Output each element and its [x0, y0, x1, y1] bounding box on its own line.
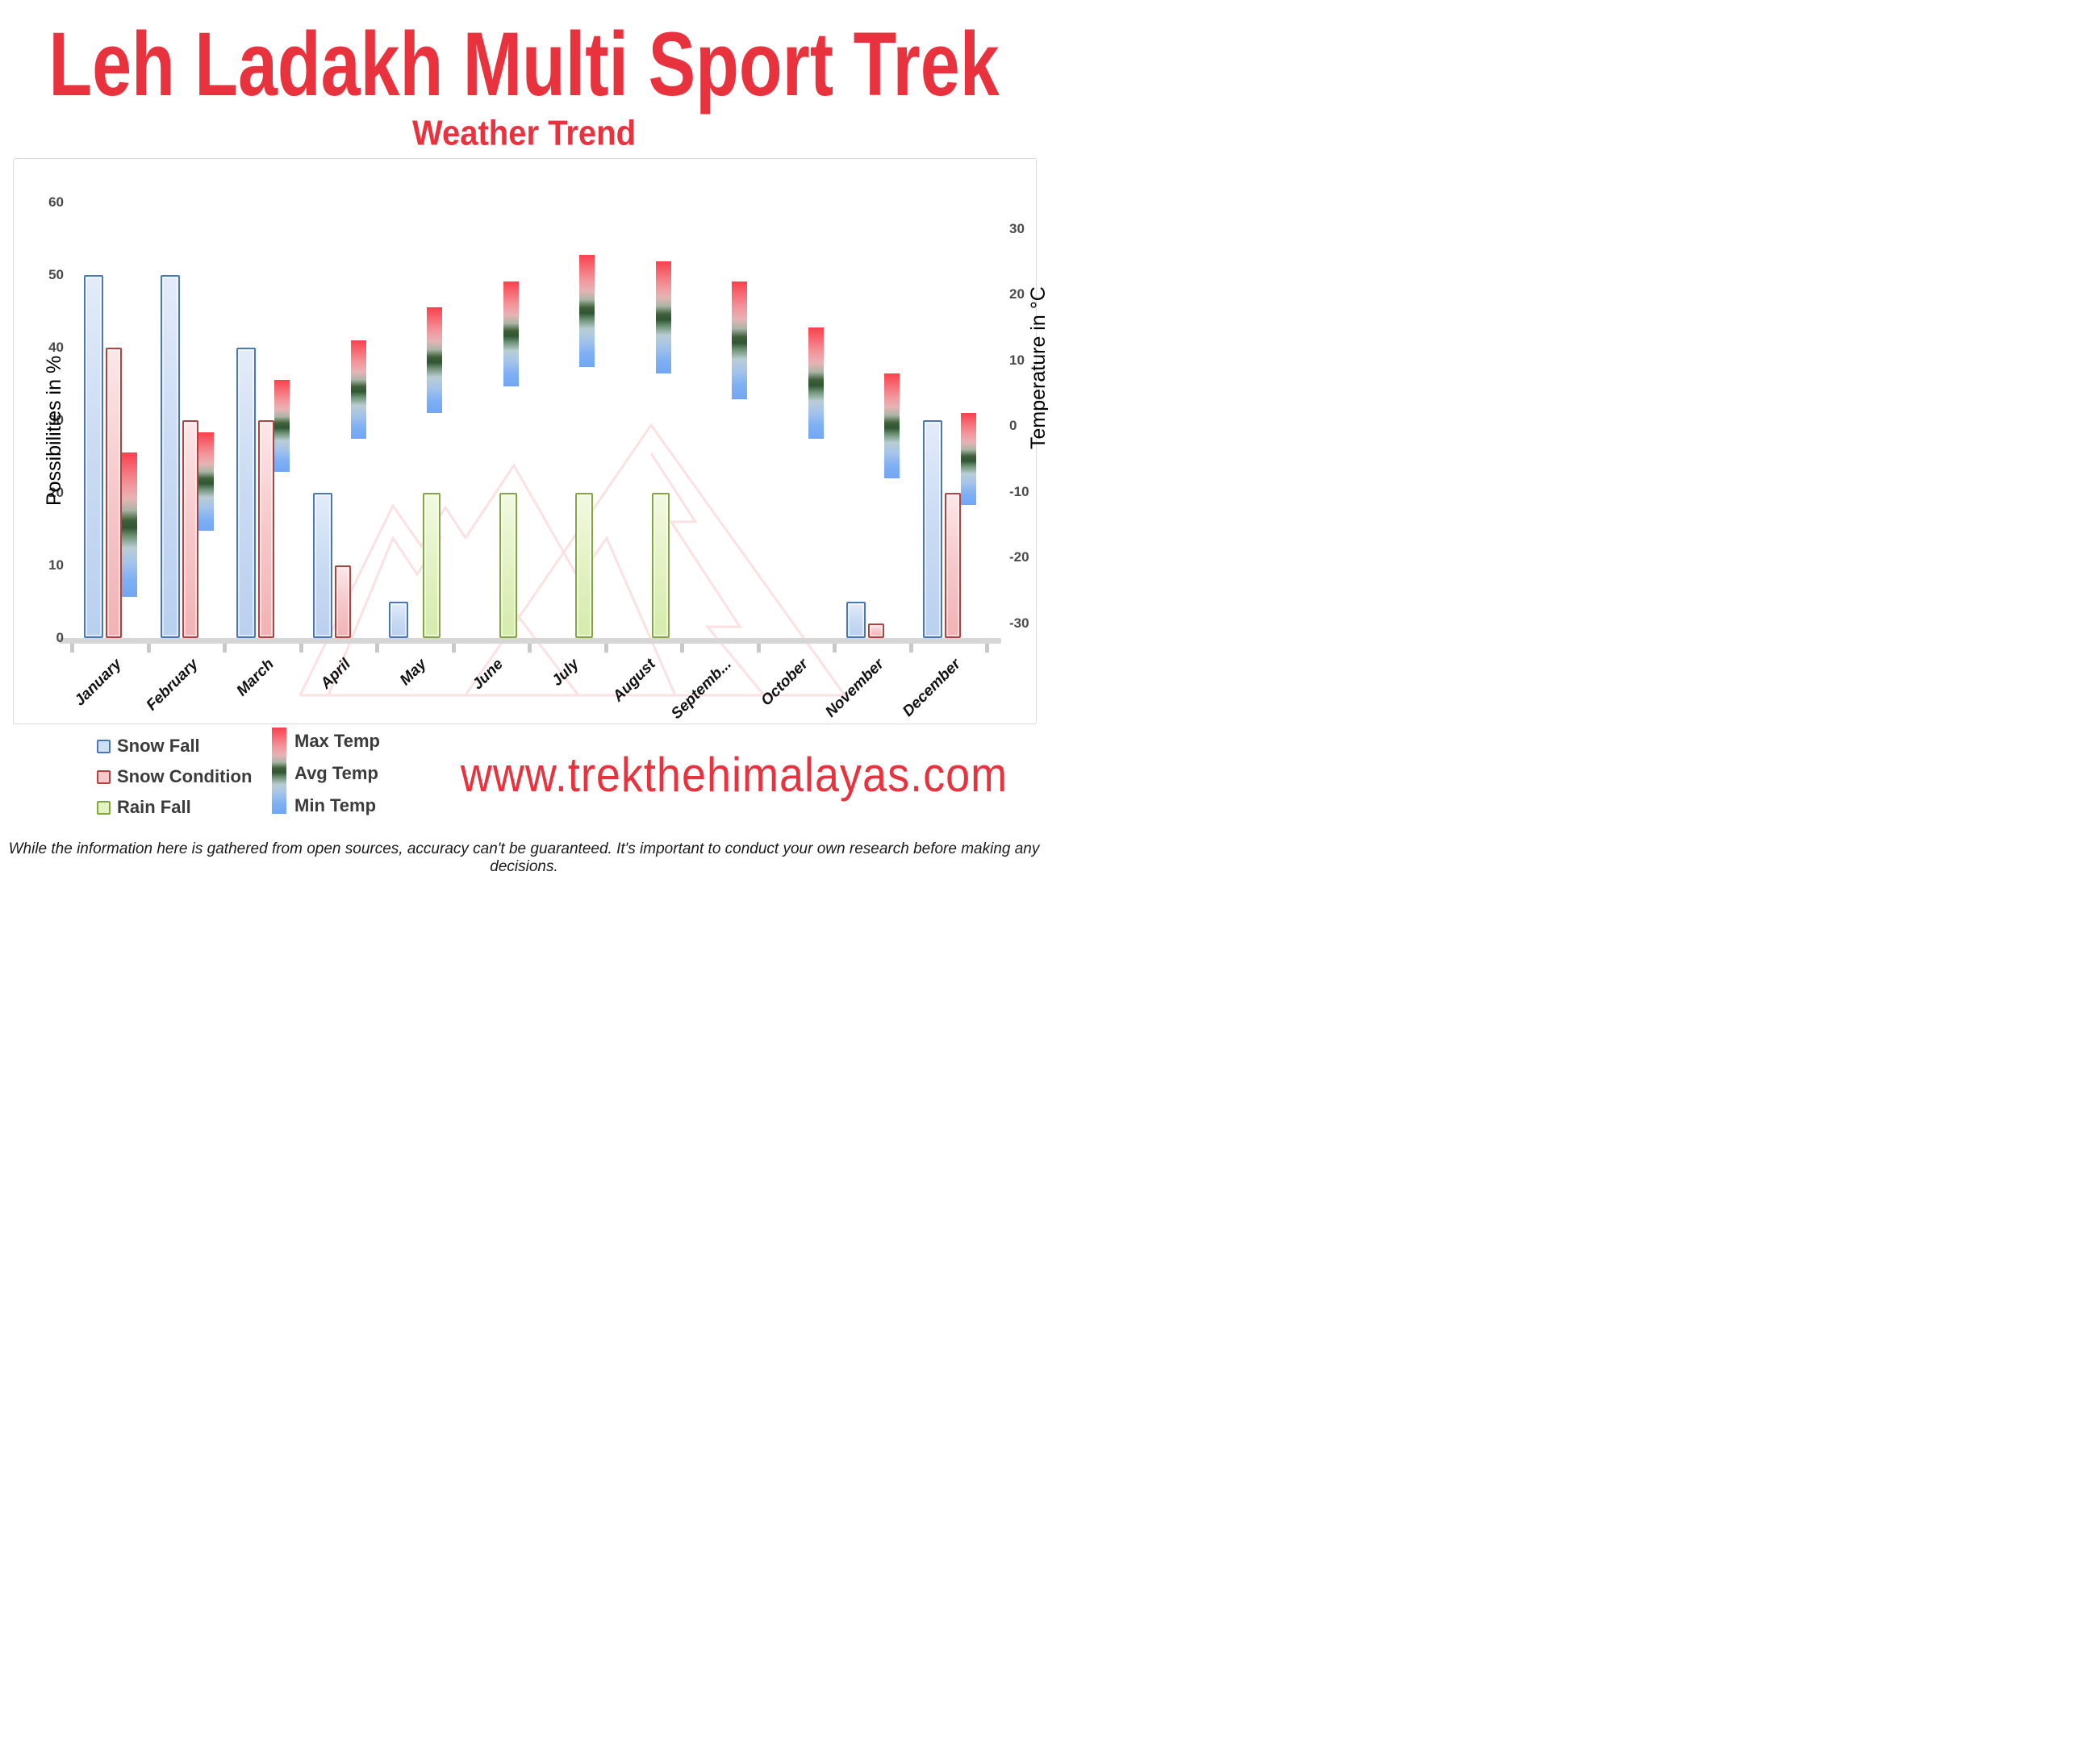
plot-area: 60 50 40 30 20 10 0 30 20 10 0 -10 -20 -30 January Febr… [14, 159, 1036, 724]
legend-label: Min Temp [294, 795, 377, 815]
legend-label: Snow Condition [117, 766, 253, 786]
bar-temp-range-july [579, 255, 595, 367]
right-axis-tick--30: -30 [1009, 615, 1029, 631]
legend-item-min-temp: Min Temp [294, 795, 376, 816]
bar-snow-condition-march [258, 420, 274, 638]
bar-temp-range-august [655, 261, 671, 373]
bar-temp-range-march [274, 379, 290, 473]
bar-temp-range-december [960, 412, 976, 505]
website-url: www.trekthehimalayas.com [460, 748, 1008, 803]
bar-snow-fall-january [84, 275, 103, 638]
bar-temp-range-january [122, 452, 137, 597]
legend-item-max-temp: Max Temp [294, 731, 380, 752]
x-axis-tick [223, 644, 227, 653]
legend: Snow Fall Snow Condition Rain Fall Max T… [97, 728, 476, 832]
bar-snow-fall-december [922, 420, 942, 638]
bar-temp-range-april [350, 340, 366, 440]
bar-temp-range-february [198, 432, 214, 532]
x-axis-line [59, 638, 1001, 644]
legend-label: Rain Fall [117, 797, 191, 817]
legend-label: Max Temp [294, 731, 380, 751]
right-axis-tick-0: 0 [1009, 418, 1017, 433]
x-axis-tick [375, 644, 379, 653]
bar-temp-range-september [732, 281, 747, 400]
left-axis-tick-30: 30 [48, 412, 64, 427]
x-axis-tick [985, 644, 989, 653]
bar-rain-fall-may [423, 493, 440, 638]
bar-rain-fall-august [651, 493, 670, 638]
legend-item-snow-condition: Snow Condition [97, 766, 252, 787]
temp-gradient-swatch [272, 728, 286, 814]
bar-snow-fall-february [160, 275, 180, 638]
x-axis-tick [756, 644, 761, 653]
x-axis-tick [908, 644, 913, 653]
x-axis-tick [833, 644, 837, 653]
x-axis-tick [603, 644, 608, 653]
page-subtitle: Weather Trend [411, 113, 637, 153]
left-axis-tick-0: 0 [56, 630, 64, 645]
disclaimer: While the information here is gathered f… [8, 840, 1040, 875]
bar-snow-condition-april [334, 565, 351, 638]
bar-snow-condition-november [868, 623, 884, 638]
bar-snow-fall-april [312, 493, 332, 638]
bar-temp-range-june [503, 281, 519, 387]
x-axis-tick [146, 644, 151, 653]
bar-snow-condition-january [106, 348, 122, 638]
bar-snow-fall-march [236, 348, 256, 638]
legend-item-avg-temp: Avg Temp [294, 763, 378, 784]
left-axis-tick-60: 60 [48, 194, 64, 210]
left-axis-tick-50: 50 [48, 267, 64, 282]
right-axis-title: Temperature in °C [1027, 286, 1048, 449]
x-axis-tick [528, 644, 532, 653]
x-axis-tick [299, 644, 303, 653]
left-axis-tick-10: 10 [48, 557, 64, 573]
bar-snow-condition-february [182, 420, 198, 638]
bar-rain-fall-june [499, 493, 517, 638]
x-axis-tick [451, 644, 456, 653]
weather-chart: 60 50 40 30 20 10 0 30 20 10 0 -10 -20 -30 January Febr… [13, 158, 1048, 724]
right-axis-tick-30: 30 [1009, 220, 1025, 236]
left-axis-tick-40: 40 [48, 340, 64, 355]
x-label-july: July [549, 656, 583, 690]
right-axis-tick-20: 20 [1009, 286, 1025, 302]
weather-trend-infographic: Leh Ladakh Multi Sport Trek Weather Tren… [0, 0, 1048, 882]
bar-temp-range-october [808, 327, 824, 440]
rain-fall-swatch [97, 800, 111, 815]
x-axis-tick [680, 644, 684, 653]
right-axis-tick--10: -10 [1009, 483, 1029, 499]
legend-item-rain-fall: Rain Fall [97, 797, 191, 818]
x-label-november: November [822, 656, 888, 721]
x-axis-tick [70, 644, 74, 653]
legend-label: Avg Temp [294, 763, 378, 783]
page-title: Leh Ladakh Multi Sport Trek [48, 12, 1000, 115]
bar-snow-fall-may [389, 602, 408, 638]
legend-item-snow-fall: Snow Fall [97, 736, 200, 757]
x-label-september: Septemb... [668, 656, 736, 723]
snow-condition-swatch [97, 769, 111, 784]
x-label-august: August [609, 656, 659, 706]
bar-snow-fall-november [846, 602, 866, 638]
bar-temp-range-may [427, 307, 442, 413]
left-axis-tick-20: 20 [48, 485, 64, 500]
bar-rain-fall-july [575, 493, 593, 638]
x-label-december: December [899, 656, 964, 720]
x-label-october: October [758, 656, 812, 710]
bar-snow-condition-december [944, 493, 961, 638]
right-axis-tick-10: 10 [1009, 352, 1025, 368]
snow-fall-swatch [97, 739, 111, 753]
bar-temp-range-november [884, 373, 900, 479]
left-axis-title: Possibilities in % [43, 355, 65, 506]
legend-label: Snow Fall [117, 736, 200, 756]
right-axis-tick--20: -20 [1009, 549, 1029, 565]
